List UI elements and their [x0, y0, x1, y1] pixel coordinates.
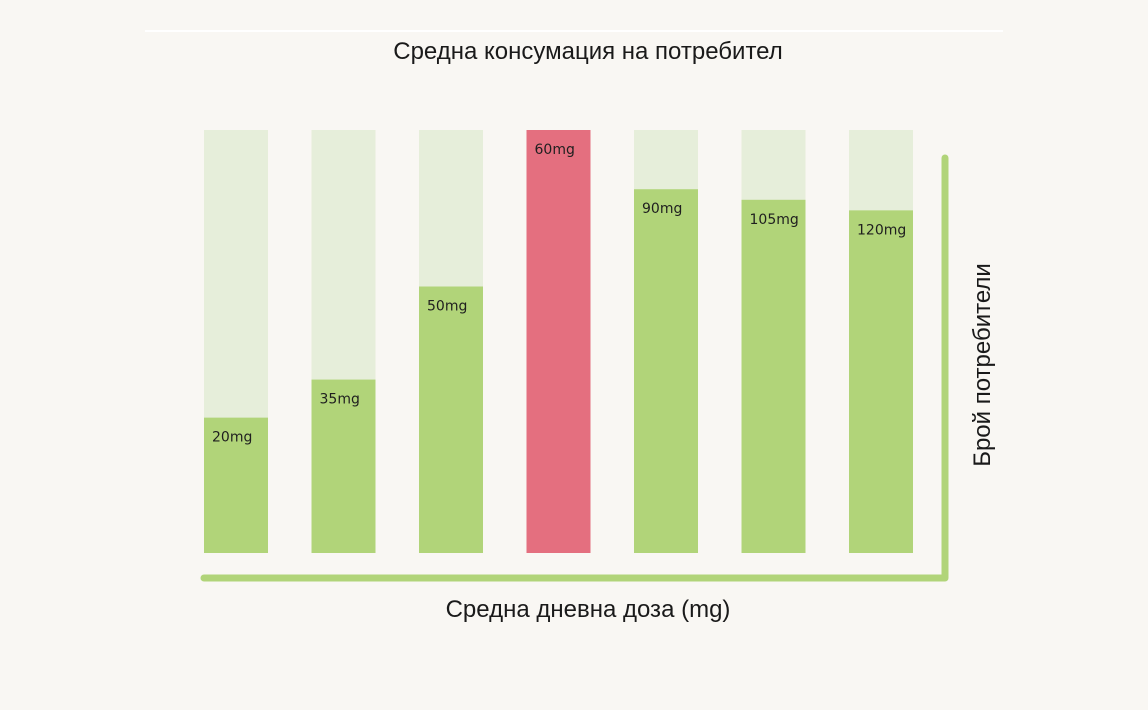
x-axis-label: Средна дневна доза (mg): [445, 596, 731, 623]
bar-90mg: [634, 189, 698, 553]
bar-20mg: [204, 417, 268, 553]
bar-50mg: [419, 286, 483, 553]
bar-120mg: [849, 210, 913, 553]
y-axis-label: Брой потребители: [969, 263, 996, 467]
bar-35mg: [311, 379, 376, 553]
bar-60mg: [526, 130, 591, 553]
bar-label-105mg: 105mg: [750, 212, 799, 228]
top-divider: [145, 30, 1003, 32]
bar-label-20mg: 20mg: [212, 430, 252, 446]
axis-line: [200, 154, 949, 582]
bar-label-60mg: 60mg: [535, 142, 575, 158]
bar-label-90mg: 90mg: [642, 201, 682, 217]
bar-105mg: [741, 199, 806, 554]
bar-label-35mg: 35mg: [320, 392, 360, 408]
bar-label-50mg: 50mg: [427, 299, 467, 315]
chart-title: Средна консумация на потребител: [393, 38, 783, 65]
bar-label-120mg: 120mg: [857, 222, 906, 238]
